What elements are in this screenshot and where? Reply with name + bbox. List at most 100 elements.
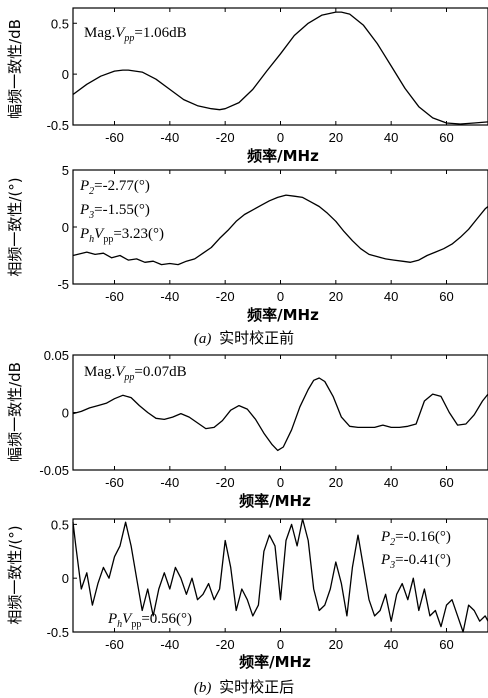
annotation: P3=-1.55(°) [79,202,150,221]
x-tick-label: 60 [439,289,453,304]
annotation-symbol: V [115,25,126,41]
y-tick-label: 5 [62,163,69,178]
x-tick-label: 0 [277,637,284,652]
x-axis-label: 频率/MHz [247,147,319,165]
annotation: P2=-2.77(°) [79,178,150,197]
x-axis-label: 频率/MHz [239,653,311,671]
annotation-symbol: P [380,529,390,545]
annotation: PhVpp=0.56(°) [107,611,192,630]
x-tick-label: 40 [384,289,398,304]
annotation-value: =-1.55(°) [94,202,150,218]
y-tick-label: 0.05 [44,348,69,363]
x-tick-label: 60 [439,130,453,145]
caption-b-letter: (b) [194,680,212,696]
annotation-symbol: P [107,611,117,627]
annotation-symbol: V [115,364,126,380]
y-tick-label: -0.05 [39,463,69,478]
annotation-prefix: Mag. [84,364,115,380]
annotation-subscript-2: pp [103,234,113,245]
x-tick-label: 40 [384,475,398,490]
annotation-value: =-2.77(°) [94,178,150,194]
x-tick-label: -40 [160,637,179,652]
annotation-value: =3.23(°) [113,226,164,242]
series-line-1 [72,11,488,125]
annotation: Mag.Vpp=1.06dB [84,25,187,44]
y-tick-label: 0 [62,571,69,586]
annotation-symbol: P [380,552,390,568]
caption-b: (b) 实时校正后 [194,679,294,696]
annotation-symbol-2: V [94,226,105,242]
y-tick-label: 0 [62,406,69,421]
x-tick-label: -40 [160,475,179,490]
x-tick-label: -60 [105,475,124,490]
y-axis-label: 相频一致性/(°) [6,525,24,624]
annotation-value: =0.07dB [134,364,186,380]
annotation-subscript: pp [123,372,134,383]
y-tick-label: -5 [57,277,69,292]
x-tick-label: -20 [216,637,235,652]
annotation-subscript: 2 [89,186,94,197]
annotation-value: =-0.16(°) [395,529,451,545]
annotation-subscript: pp [123,33,134,44]
annotation-subscript-2: pp [131,619,141,630]
annotation-subscript: 2 [390,537,395,548]
x-tick-label: -20 [216,475,235,490]
annotation: P2=-0.16(°) [380,529,451,548]
x-tick-label: -60 [105,637,124,652]
annotation: PhVpp=3.23(°) [79,226,164,245]
x-tick-label: 20 [329,130,343,145]
y-tick-label: -0.5 [47,625,69,640]
x-tick-label: 0 [277,475,284,490]
series-line-1 [72,377,488,452]
y-tick-label: 0.5 [51,16,69,31]
y-tick-label: 0 [62,67,69,82]
y-axis-label: 相频一致性/(°) [6,177,24,276]
annotation-symbol: P [79,226,89,242]
x-tick-label: 20 [329,475,343,490]
annotation-subscript: 3 [88,210,94,221]
panel-1: -60 -40 -20 0 20 40 60 0.5 0 -0.5 频率/MHz 幅频一致性/dB Ma… [6,7,488,165]
x-tick-label: -60 [105,289,124,304]
x-tick-label: -20 [216,289,235,304]
x-tick-label: 40 [384,130,398,145]
x-axis-label: 频率/MHz [239,492,311,510]
x-tick-label: -60 [105,130,124,145]
x-tick-label: -40 [160,289,179,304]
y-tick-label: 0 [62,220,69,235]
panel-4: -60 -40 -20 0 20 40 60 0.5 0 -0.5 频率/MHz 相频一致性/(°) P… [6,517,488,671]
annotation-subscript: 3 [389,560,395,571]
caption-a-text: 实时校正前 [219,330,294,347]
caption-a-letter: (a) [194,331,212,347]
panel-3: -60 -40 -20 0 20 40 60 0.05 0 -0.05 频率/MHz 幅频一致性/dB… [6,348,488,510]
x-tick-label: 20 [329,637,343,652]
x-tick-label: 0 [277,130,284,145]
y-tick-label: 0.5 [51,517,69,532]
annotation: P3=-0.41(°) [380,552,451,571]
x-tick-label: -20 [216,130,235,145]
annotation-subscript: h [89,234,94,245]
y-axis-label: 幅频一致性/dB [6,362,24,462]
x-axis-label: 频率/MHz [247,306,319,324]
y-tick-label: -0.5 [47,118,69,133]
annotation-symbol-2: V [122,611,133,627]
x-tick-label: 20 [329,289,343,304]
caption-b-text: 实时校正后 [219,679,294,696]
annotation-prefix: Mag. [84,25,115,41]
x-tick-label: 0 [277,289,284,304]
x-tick-label: 60 [439,475,453,490]
x-tick-label: -40 [160,130,179,145]
caption-a: (a) 实时校正前 [194,330,294,347]
annotation-subscript: h [117,619,122,630]
x-tick-label: 60 [439,637,453,652]
x-tick-label: 40 [384,637,398,652]
annotation-value: =0.56(°) [141,611,192,627]
series-line-1 [72,194,488,266]
series-line-1 [72,518,488,633]
annotation-symbol: P [79,178,89,194]
annotation-value: =-0.41(°) [395,552,451,568]
annotation-symbol: P [79,202,89,218]
y-axis-label: 幅频一致性/dB [6,19,24,119]
